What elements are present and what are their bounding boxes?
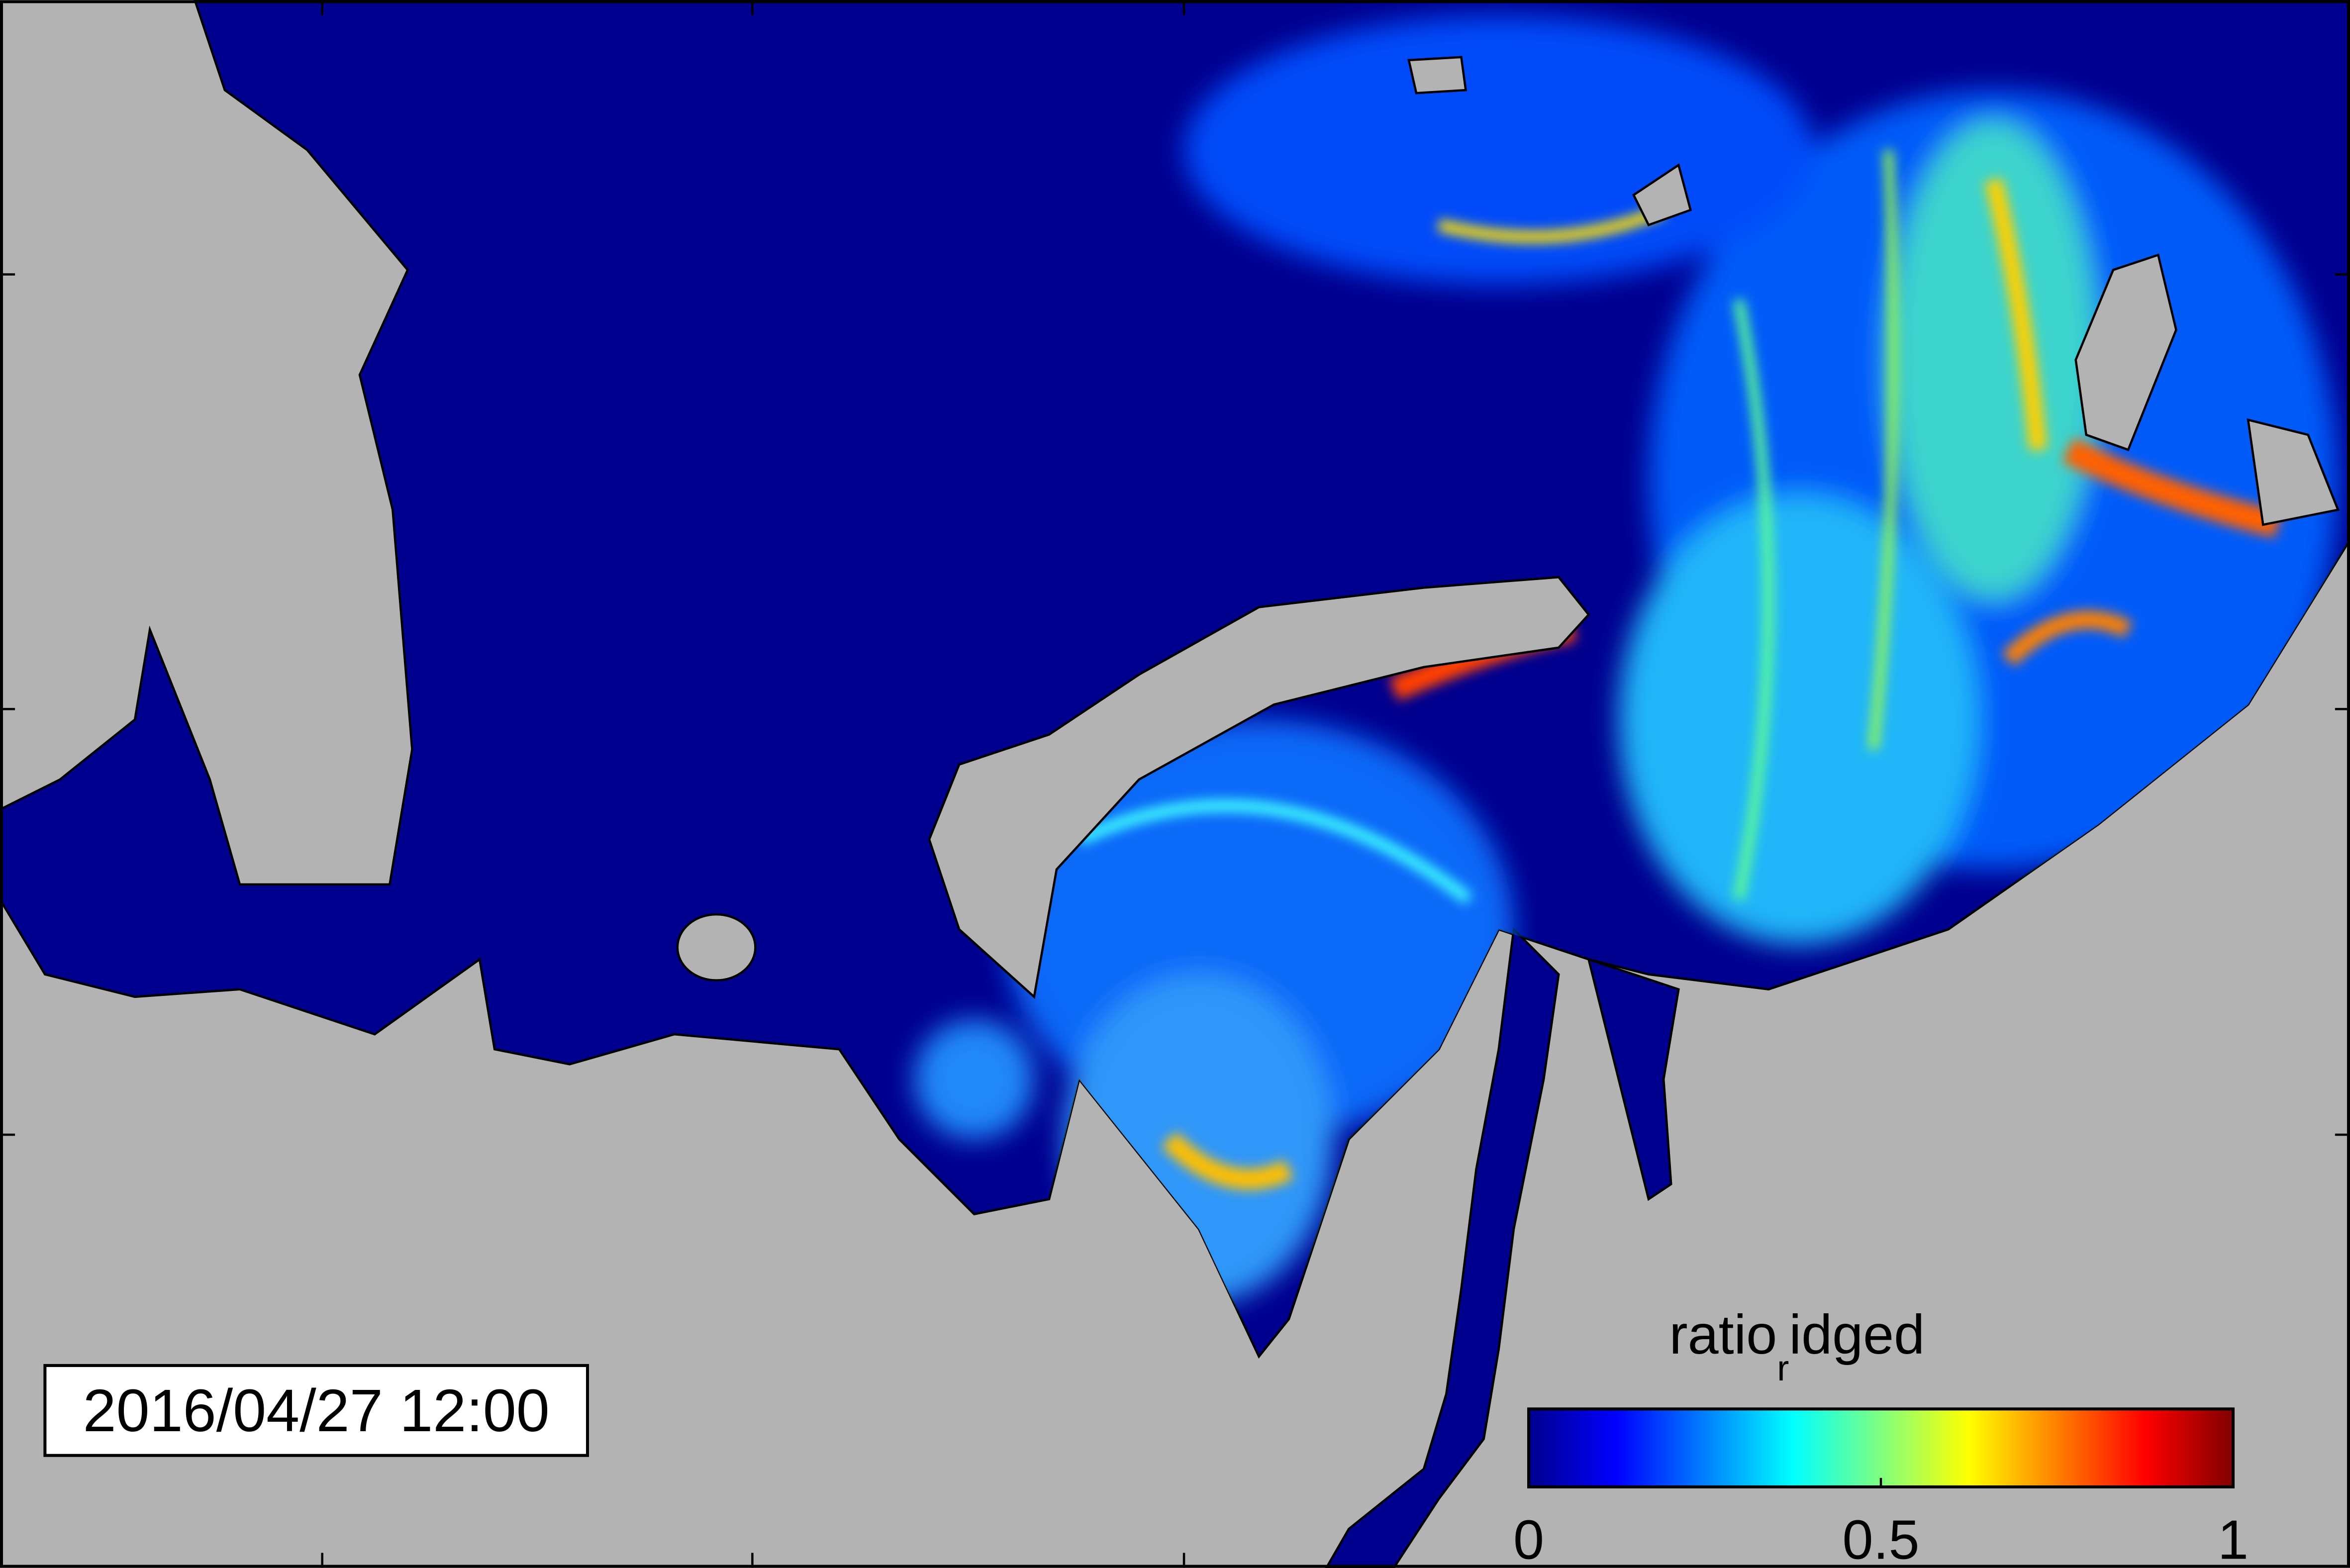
label-subscript: r <box>1777 1349 1789 1388</box>
colorbar-tick-label: 0 <box>1513 1509 1544 1568</box>
colorbar-tick-label: 1 <box>2218 1509 2249 1568</box>
timestamp-box: 2016/04/27 12:00 <box>43 1364 589 1457</box>
label-main: ratio <box>1669 1303 1777 1366</box>
land-features <box>676 56 2340 999</box>
colorbar-label: ratioridged <box>1669 1303 1925 1388</box>
colorbar-ramp <box>1527 1407 2235 1488</box>
colorbar: ratioridged 0 0.5 1 <box>1513 1303 2249 1568</box>
colorbar-tick-label: 0.5 <box>1843 1509 1920 1568</box>
timestamp: 2016/04/27 12:00 <box>83 1377 550 1444</box>
label-rest: idged <box>1789 1303 1925 1366</box>
timestamp-frame <box>43 1364 589 1457</box>
